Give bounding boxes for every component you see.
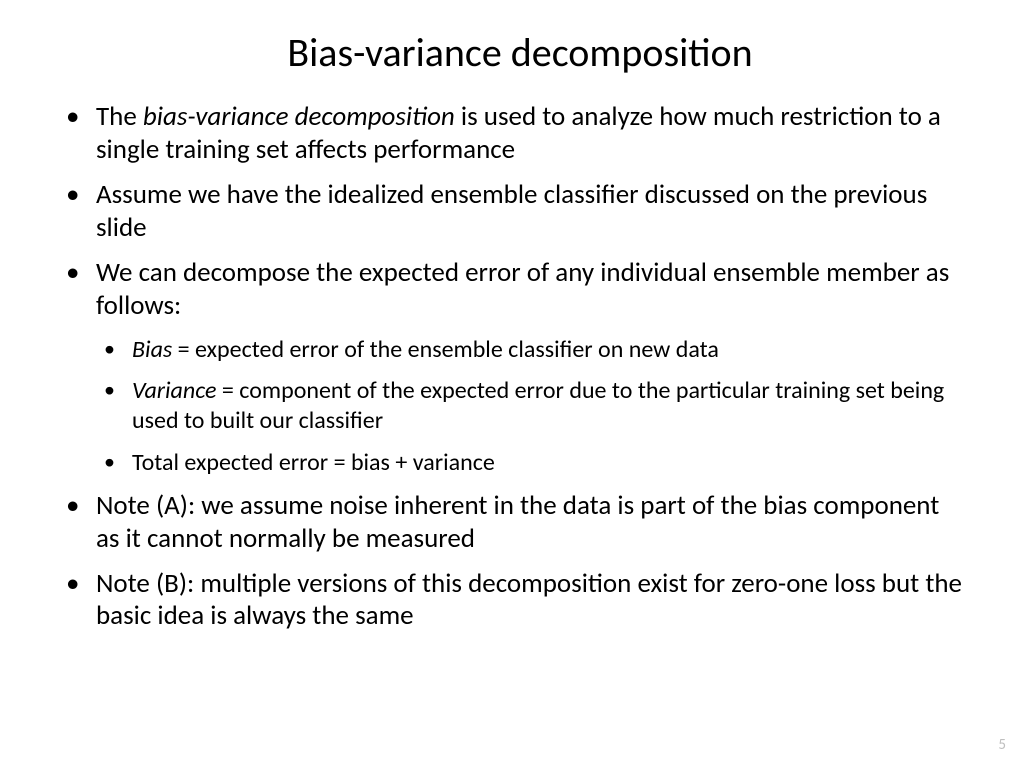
bullet-item-3: We can decompose the expected error of a… [60, 257, 964, 478]
slide: Bias-variance decomposition The bias-var… [0, 0, 1024, 768]
bullet-2-text: Assume we have the idealized ensemble cl… [96, 178, 927, 244]
slide-title: Bias-variance decomposition [170, 28, 870, 77]
sub-variance-term: Variance [132, 376, 217, 405]
bullet-item-4: Note (A): we assume noise inherent in th… [60, 490, 964, 556]
sub-bullet-variance: Variance = component of the expected err… [96, 376, 964, 436]
bullet-item-2: Assume we have the idealized ensemble cl… [60, 179, 964, 245]
bullet-1-term: bias-variance decomposition [143, 100, 455, 133]
sub-bullet-list: Bias = expected error of the ensemble cl… [96, 335, 964, 478]
sub-bullet-total: Total expected error = bias + variance [96, 448, 964, 478]
page-number: 5 [998, 736, 1006, 754]
bullet-list: The bias-variance decomposition is used … [60, 101, 964, 633]
bullet-1-pre: The [96, 100, 143, 133]
bullet-4-text: Note (A): we assume noise inherent in th… [96, 489, 939, 555]
sub-total-text: Total expected error = bias + variance [132, 448, 495, 477]
bullet-3-text: We can decompose the expected error of a… [96, 256, 949, 322]
sub-bias-text: = expected error of the ensemble classif… [172, 335, 719, 364]
sub-bias-term: Bias [132, 335, 172, 364]
bullet-item-1: The bias-variance decomposition is used … [60, 101, 964, 167]
bullet-5-text: Note (B): multiple versions of this deco… [96, 567, 962, 633]
sub-variance-text: = component of the expected error due to… [132, 376, 944, 435]
bullet-item-5: Note (B): multiple versions of this deco… [60, 568, 964, 634]
sub-bullet-bias: Bias = expected error of the ensemble cl… [96, 335, 964, 365]
